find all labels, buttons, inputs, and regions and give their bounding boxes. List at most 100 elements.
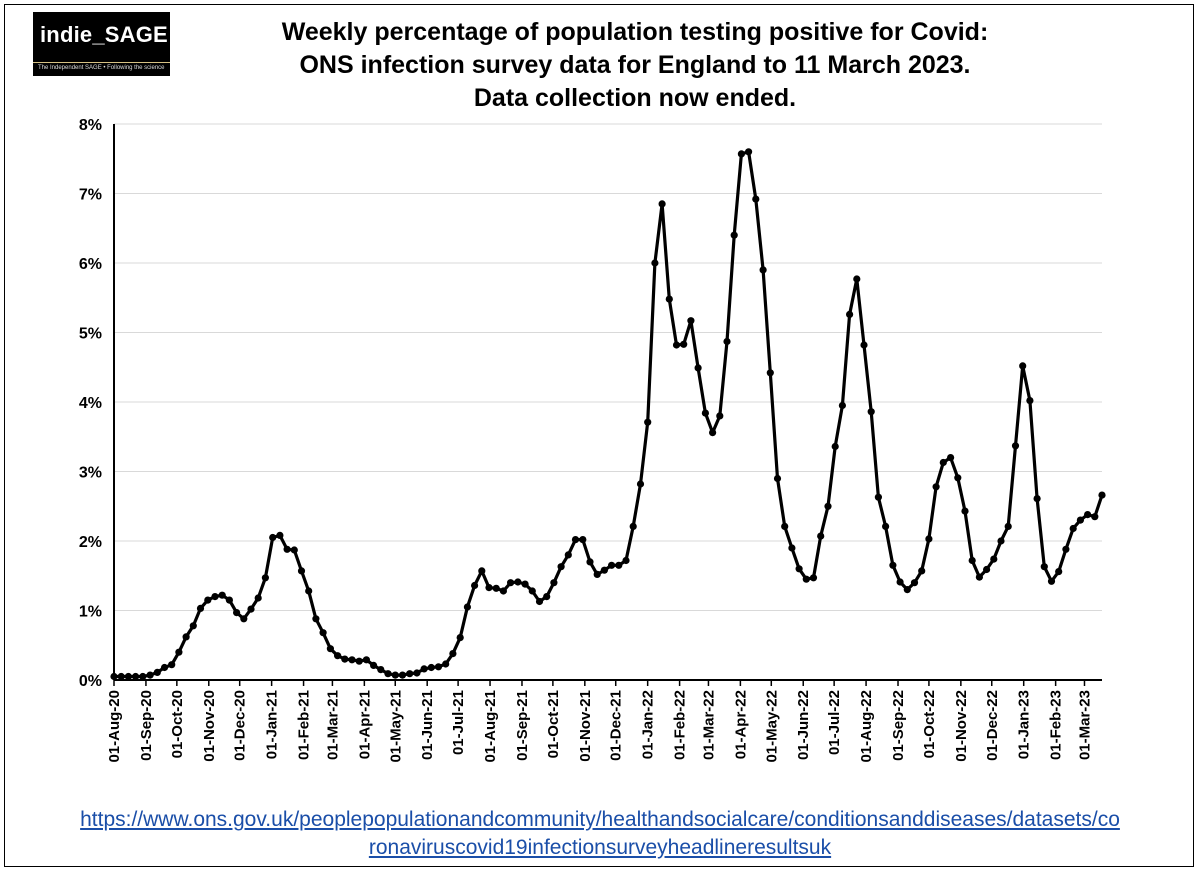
x-tick-label: 01-Dec-22 bbox=[984, 690, 1001, 761]
data-point bbox=[139, 672, 147, 681]
data-point bbox=[514, 578, 522, 586]
data-point bbox=[196, 604, 205, 613]
data-point bbox=[694, 364, 702, 372]
line-chart: 0%1%2%3%4%5%6%7%8% 01-Aug-20 01-Sep-20 01-… bbox=[79, 117, 1106, 763]
data-point bbox=[1040, 563, 1048, 571]
x-tick-label: 01-Dec-20 bbox=[232, 690, 249, 761]
data-point bbox=[499, 587, 507, 595]
data-point bbox=[1062, 545, 1070, 553]
x-tick-label: 01-Mar-21 bbox=[324, 690, 341, 760]
data-point bbox=[384, 670, 392, 678]
data-point bbox=[716, 412, 724, 420]
data-point bbox=[1047, 577, 1056, 585]
data-point bbox=[1011, 442, 1020, 450]
data-point bbox=[781, 522, 789, 531]
data-point bbox=[290, 546, 298, 554]
data-point bbox=[463, 603, 471, 611]
data-point bbox=[413, 669, 421, 677]
data-point bbox=[910, 579, 919, 587]
data-point bbox=[305, 587, 313, 595]
data-point bbox=[817, 532, 825, 540]
data-point bbox=[983, 565, 991, 574]
data-point bbox=[1076, 516, 1084, 524]
data-point bbox=[261, 574, 269, 582]
data-point bbox=[182, 633, 190, 641]
data-point bbox=[651, 259, 659, 267]
data-point bbox=[204, 596, 212, 604]
data-point bbox=[701, 409, 710, 417]
data-point bbox=[1091, 513, 1099, 521]
page-frame bbox=[4, 4, 1194, 867]
x-tick-label: 01-Sep-21 bbox=[514, 690, 531, 761]
data-point bbox=[146, 671, 154, 679]
data-point bbox=[521, 580, 529, 588]
data-point bbox=[766, 369, 774, 377]
x-tick-label: 01-Oct-20 bbox=[169, 690, 186, 758]
data-point bbox=[225, 596, 233, 604]
data-point bbox=[535, 597, 544, 606]
data-point bbox=[824, 502, 832, 510]
y-tick-label: 3% bbox=[79, 465, 102, 482]
data-point bbox=[398, 671, 407, 679]
data-point bbox=[124, 672, 132, 681]
x-tick-label: 01-Aug-22 bbox=[858, 690, 875, 763]
data-point bbox=[680, 340, 688, 348]
data-point bbox=[218, 591, 226, 599]
data-point bbox=[377, 666, 385, 674]
data-point bbox=[442, 660, 450, 668]
y-axis-tick-labels: 0% 1% 2% 3% 4% 5% 6% 7% 8% bbox=[79, 117, 102, 690]
logo-tagline: The Independent SAGE • Following the sci… bbox=[38, 65, 165, 71]
data-point bbox=[557, 563, 565, 571]
data-point bbox=[471, 581, 479, 590]
y-tick-label: 1% bbox=[79, 604, 102, 621]
data-point bbox=[629, 522, 637, 531]
data-point bbox=[889, 561, 897, 569]
data-point bbox=[853, 275, 861, 283]
data-point bbox=[1004, 522, 1012, 531]
data-point bbox=[925, 535, 933, 543]
data-point bbox=[838, 401, 847, 410]
data-point bbox=[355, 657, 363, 665]
data-point bbox=[571, 536, 580, 544]
x-tick-label: 01-Nov-20 bbox=[201, 690, 218, 762]
data-point bbox=[507, 579, 515, 587]
data-point bbox=[932, 483, 940, 491]
data-point bbox=[947, 454, 955, 462]
data-point bbox=[334, 652, 342, 660]
data-point bbox=[644, 418, 652, 426]
x-tick-label: 01-Sep-22 bbox=[890, 690, 907, 761]
data-point bbox=[615, 561, 623, 569]
x-tick-label: 01-Oct-21 bbox=[545, 690, 562, 758]
data-point bbox=[759, 266, 767, 274]
data-point bbox=[665, 295, 673, 303]
x-tick-label: 01-Aug-20 bbox=[106, 690, 123, 763]
x-tick-label: 01-Mar-22 bbox=[700, 690, 717, 760]
chart-title-line-1: Weekly percentage of population testing … bbox=[281, 18, 989, 46]
data-point bbox=[954, 474, 962, 482]
data-point bbox=[312, 615, 320, 623]
data-series bbox=[110, 148, 1106, 681]
data-point bbox=[449, 650, 457, 658]
data-point bbox=[564, 551, 572, 559]
y-tick-label: 5% bbox=[79, 326, 102, 343]
data-point bbox=[276, 531, 284, 540]
source-link-line-1[interactable]: https://www.ons.gov.uk/peoplepopulationa… bbox=[80, 808, 1120, 831]
data-point bbox=[117, 672, 125, 681]
data-point bbox=[636, 480, 645, 488]
x-tick-label: 01-May-22 bbox=[763, 690, 780, 763]
x-tick-label: 01-Aug-21 bbox=[482, 690, 499, 763]
source-link[interactable]: https://www.ons.gov.uk/peoplepopulationa… bbox=[30, 806, 1170, 862]
x-tick-label: 01-Nov-22 bbox=[953, 690, 970, 762]
data-point bbox=[788, 544, 796, 552]
source-link-line-2[interactable]: ronaviruscovid19infectionsurveyheadliner… bbox=[368, 836, 832, 859]
y-tick-label: 2% bbox=[79, 534, 102, 551]
gridlines bbox=[114, 123, 1102, 611]
data-point bbox=[269, 533, 277, 542]
x-tick-label: 01-Feb-21 bbox=[296, 690, 313, 760]
data-point bbox=[478, 567, 486, 575]
data-point bbox=[795, 565, 803, 573]
x-tick-label: 01-Feb-23 bbox=[1048, 690, 1065, 760]
data-point bbox=[1026, 397, 1034, 405]
chart-title-line-2: ONS infection survey data for England to… bbox=[299, 51, 971, 79]
data-point bbox=[802, 575, 810, 583]
